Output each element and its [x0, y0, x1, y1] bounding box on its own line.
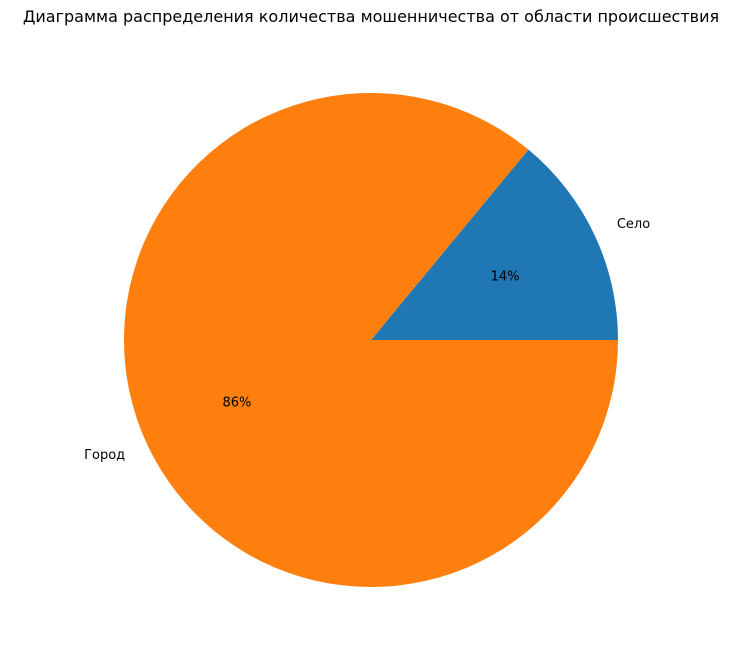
slice-percent-2: 86%	[222, 396, 251, 411]
slice-percent-1: 14%	[491, 269, 520, 284]
slice-label-2: Город	[84, 448, 125, 463]
pie-slice-1	[371, 149, 618, 340]
pie-slices	[124, 93, 618, 587]
slice-label-1: Село	[617, 217, 650, 232]
chart-title: Диаграмма распределения количества мошен…	[22, 7, 720, 26]
pie-labels: Село 14% Город 86%	[84, 217, 650, 463]
pie-slice-2	[124, 93, 618, 587]
